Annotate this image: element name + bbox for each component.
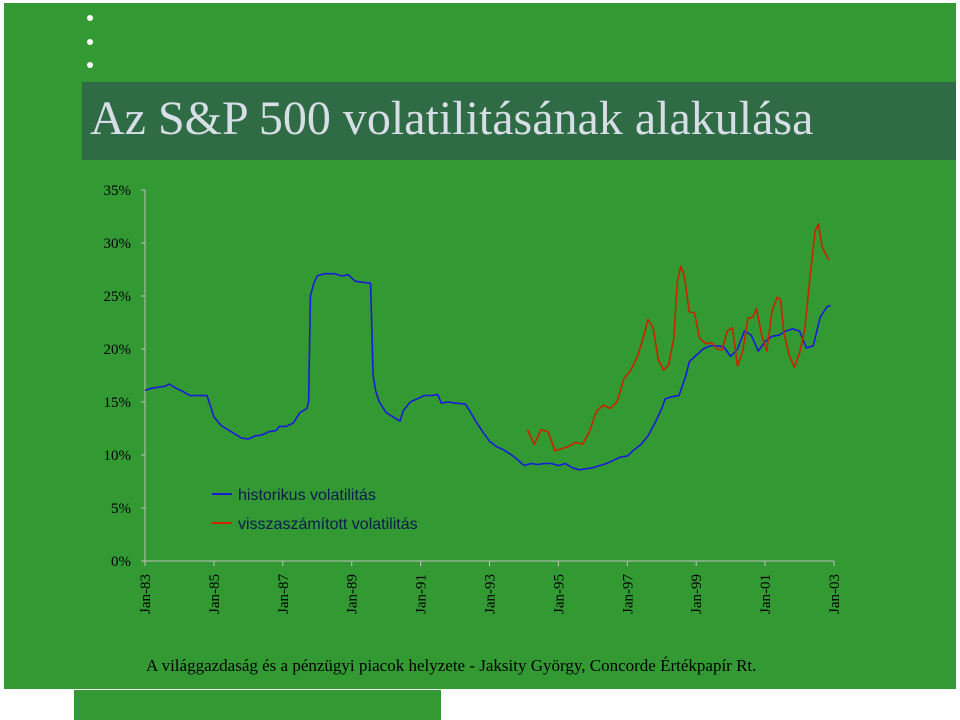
bottom-bar — [74, 690, 441, 720]
y-tick-label: 35% — [104, 183, 132, 199]
y-tick-label: 20% — [104, 342, 132, 358]
series-line-historical — [144, 272, 831, 471]
x-tick-label: Jan-97 — [620, 574, 636, 614]
bullet-dot — [921, 709, 927, 715]
x-tick-label: Jan-85 — [207, 574, 223, 614]
x-tick-label: Jan-01 — [758, 574, 774, 614]
bullet-dot — [87, 62, 93, 68]
x-tick-label: Jan-87 — [276, 574, 292, 614]
x-tick-label: Jan-83 — [138, 574, 154, 614]
legend: historikus volatilitás visszaszámított vo… — [212, 487, 418, 533]
bullet-dot — [606, 709, 612, 715]
footer-caption: A világgazdaság és a pénzügyi piacok hel… — [146, 656, 757, 675]
series-line-implied — [526, 223, 830, 452]
y-tick-label: 5% — [111, 501, 131, 517]
y-tick-label: 25% — [104, 289, 132, 305]
x-tick-label: Jan-89 — [345, 574, 361, 614]
bullet-dot — [795, 709, 801, 715]
y-axis: 0% 5% 10% 15% 20% 25% 30% 35% — [104, 183, 146, 570]
y-tick-label: 15% — [104, 395, 132, 411]
bullet-dot — [858, 709, 864, 715]
y-tick-label: 30% — [104, 236, 132, 252]
y-tick-label: 10% — [104, 448, 132, 464]
legend-label: historikus volatilitás — [238, 487, 376, 504]
y-tick-label: 0% — [111, 554, 131, 570]
x-tick-label: Jan-99 — [689, 574, 705, 614]
legend-label: visszaszámított volatilitás — [238, 516, 418, 533]
x-tick-label: Jan-91 — [414, 574, 430, 614]
bullet-dot — [543, 709, 549, 715]
x-tick-label: Jan-95 — [551, 574, 567, 614]
bullet-dot — [480, 709, 486, 715]
bullet-dot — [732, 709, 738, 715]
x-tick-label: Jan-93 — [483, 574, 499, 614]
x-tick-label: Jan-03 — [827, 574, 843, 614]
bullet-dot — [669, 709, 675, 715]
series-layer — [144, 223, 831, 471]
title-band — [82, 82, 956, 160]
x-axis: Jan-83 Jan-85 Jan-87 Jan-89 Jan-91 Jan-93 Jan-… — [138, 560, 843, 614]
bullet-dot — [87, 15, 93, 21]
bullet-dot — [87, 39, 93, 45]
slide-title: Az S&P 500 volatilitásának alakulása — [90, 92, 814, 145]
